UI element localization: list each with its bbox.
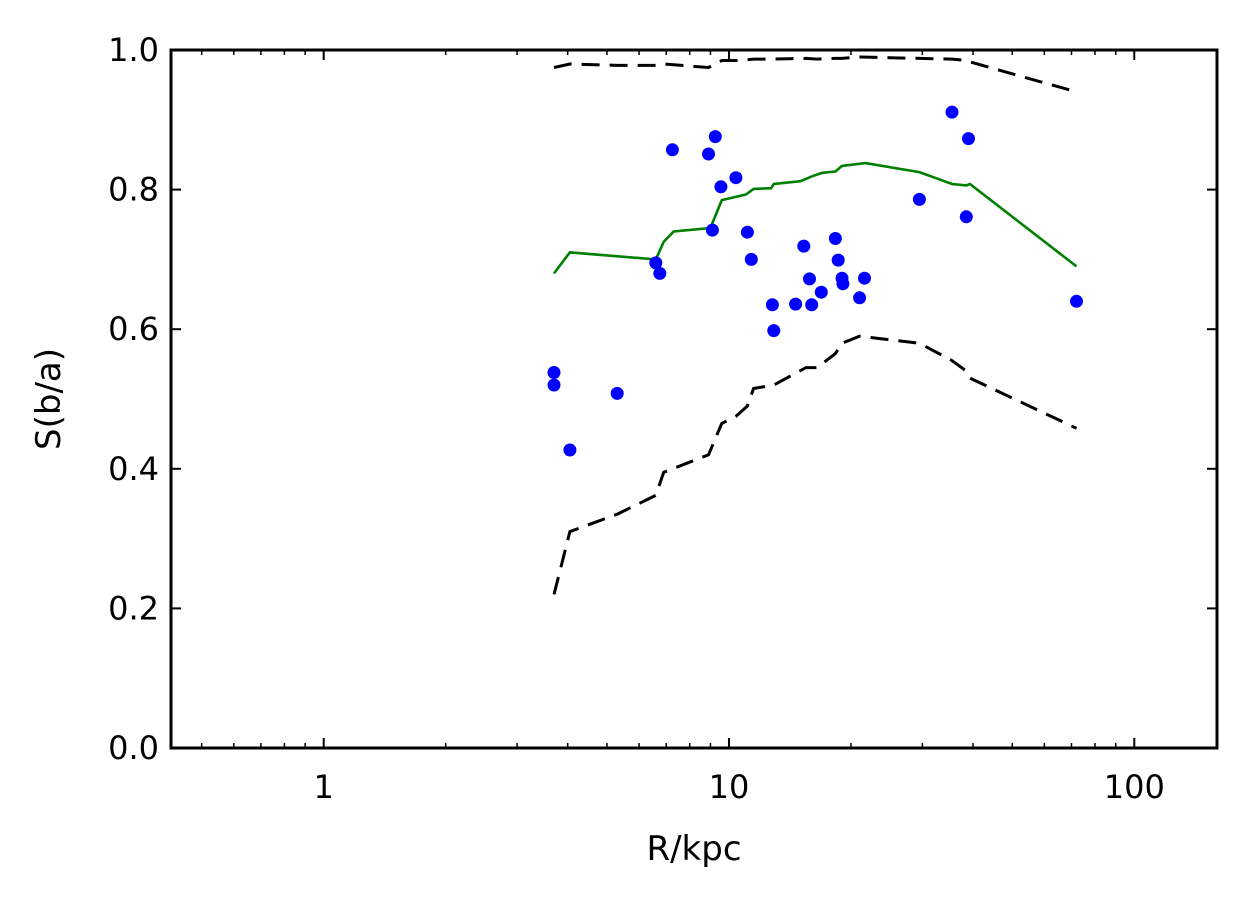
data-point <box>740 225 754 239</box>
data-point <box>962 132 975 146</box>
series-line-1 <box>553 55 1077 94</box>
data-point <box>1070 294 1083 308</box>
data-point <box>836 277 850 291</box>
axis-ticks: 1 10 100 0.0 0.2 0.4 0.6 0.8 1.0 <box>108 31 1217 806</box>
x-tick-label: 100 <box>1104 768 1165 806</box>
data-point <box>702 147 715 161</box>
data-point <box>547 378 561 392</box>
series-line-2 <box>552 334 1078 595</box>
plot-area <box>547 55 1083 595</box>
data-point <box>797 239 811 253</box>
y-tick-label: 0.2 <box>108 589 159 627</box>
x-tick-label: 1 <box>314 768 334 806</box>
data-point <box>789 297 803 311</box>
data-point <box>858 271 871 285</box>
x-tick-label: 10 <box>709 768 750 806</box>
data-point <box>649 256 663 270</box>
series-line-0 <box>552 161 1078 275</box>
data-point <box>714 180 728 194</box>
data-point <box>831 253 845 267</box>
data-point <box>653 266 667 280</box>
y-tick-label: 0.0 <box>108 729 159 767</box>
y-axis-label: S(b/a) <box>29 348 69 450</box>
data-point <box>912 192 926 206</box>
data-point <box>705 223 719 237</box>
data-point <box>765 298 779 312</box>
data-point <box>708 130 722 144</box>
y-tick-label: 0.8 <box>108 171 159 209</box>
plot-frame <box>169 48 1219 750</box>
y-tick-label: 1.0 <box>108 31 159 69</box>
y-tick-label: 0.4 <box>108 450 159 488</box>
data-point <box>945 105 959 119</box>
data-point <box>610 386 624 400</box>
data-point <box>805 298 819 312</box>
x-axis-label: R/kpc <box>646 829 741 869</box>
data-point <box>563 443 577 457</box>
y-tick-label: 0.6 <box>108 310 159 348</box>
data-point <box>665 143 679 157</box>
data-point <box>744 252 758 266</box>
data-point <box>853 291 867 305</box>
data-point <box>803 272 816 286</box>
data-point <box>828 232 842 245</box>
data-point <box>729 171 743 185</box>
data-point <box>959 210 973 224</box>
data-point <box>767 324 781 338</box>
data-point <box>547 366 561 379</box>
data-point <box>814 285 828 299</box>
